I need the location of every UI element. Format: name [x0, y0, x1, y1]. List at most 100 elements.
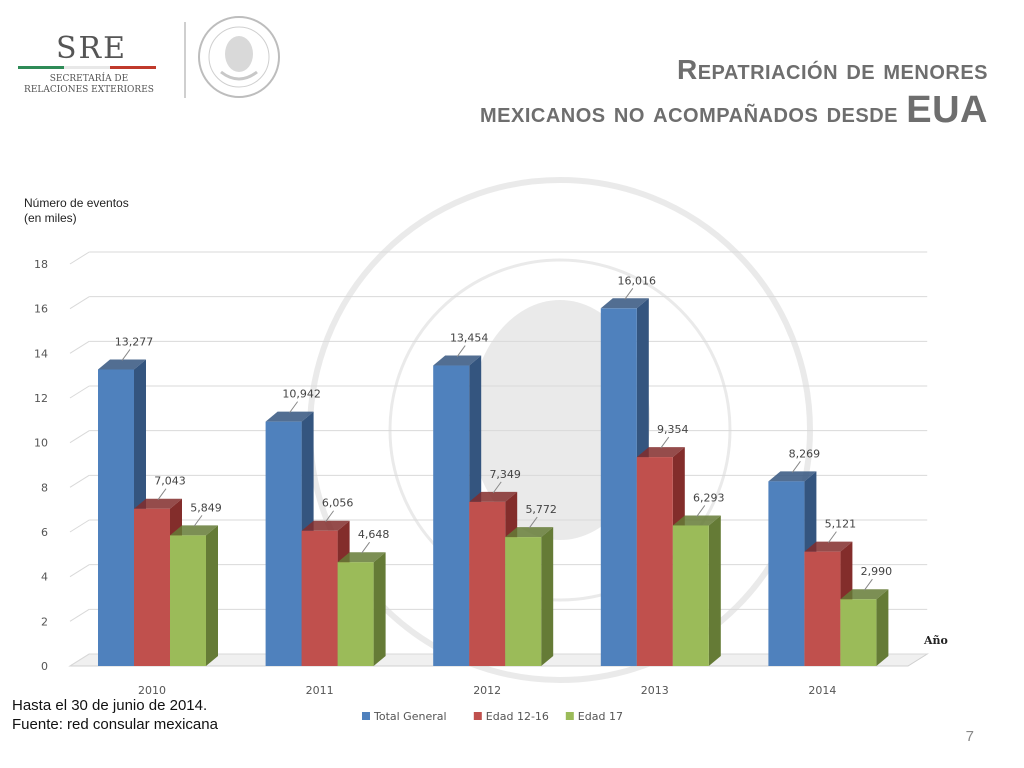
bar-top — [265, 411, 314, 422]
data-label-leader — [528, 516, 538, 529]
title-line-2: mexicanos no acompañados desde EUA — [480, 87, 988, 135]
data-label: 6,056 — [322, 497, 354, 510]
y-axis-unit-label: Número de eventos (en miles) — [24, 196, 129, 225]
y-tick-label: 0 — [41, 660, 48, 673]
logo-subtitle-1: SECRETARÍA DE — [50, 72, 128, 84]
bar — [505, 537, 542, 666]
x-axis-label: Año — [923, 634, 948, 647]
data-label-leader — [791, 461, 801, 473]
x-tick-label: 2014 — [808, 684, 836, 697]
bar-side — [373, 552, 386, 666]
bar-top — [636, 447, 685, 458]
data-label: 10,942 — [282, 388, 321, 401]
logo-stripe-green — [18, 66, 64, 69]
bar-top — [600, 298, 649, 309]
data-label-leader — [289, 401, 299, 413]
bar-top — [469, 491, 518, 502]
data-label: 13,277 — [115, 335, 154, 348]
bar-top — [170, 525, 218, 536]
logo-subtitle-2: RELACIONES EXTERIORES — [24, 85, 154, 95]
bar-side — [708, 515, 721, 666]
gridline-depth — [69, 564, 90, 578]
legend-swatch — [473, 712, 482, 720]
sre-logo: SRE SECRETARÍA DE RELACIONES EXTERIORES — [18, 31, 156, 95]
bar-top — [134, 498, 182, 509]
data-label-leader — [660, 436, 670, 449]
data-label-leader — [863, 578, 873, 591]
bar — [840, 599, 877, 666]
gridline-depth — [69, 430, 90, 444]
bar-top — [840, 589, 889, 600]
gridline-depth — [69, 296, 90, 310]
bar — [768, 481, 805, 666]
legend-swatch — [565, 712, 574, 720]
gridline-depth — [69, 340, 90, 354]
data-label-leader — [696, 505, 706, 517]
data-label: 5,849 — [190, 501, 222, 514]
data-label: 2,990 — [861, 565, 893, 578]
bar — [600, 308, 637, 666]
footnote: Hasta el 30 de junio de 2014. Fuente: re… — [12, 697, 218, 735]
y-tick-label: 8 — [41, 481, 48, 494]
legend-swatch — [362, 712, 370, 720]
y-tick-label: 4 — [41, 571, 48, 584]
data-label-leader — [193, 515, 203, 527]
bar-side — [876, 589, 889, 666]
data-label: 6,293 — [693, 491, 725, 504]
bar-top — [98, 359, 146, 370]
bar — [433, 365, 470, 666]
bar — [134, 508, 170, 666]
data-label-leader — [121, 349, 131, 361]
legend-item: Edad 17 — [578, 710, 623, 723]
logo-stripe-red — [110, 66, 156, 69]
national-seal-icon — [198, 16, 280, 98]
bar — [469, 501, 506, 666]
bar — [636, 457, 673, 666]
data-label: 7,349 — [489, 468, 521, 481]
bar — [265, 421, 302, 666]
page-number: 7 — [965, 728, 974, 745]
data-label-leader — [157, 488, 167, 501]
gridline-depth — [69, 653, 90, 667]
data-label: 16,016 — [618, 274, 657, 287]
data-label-leader — [456, 345, 466, 357]
x-tick-label: 2013 — [641, 684, 669, 697]
x-tick-label: 2011 — [306, 684, 334, 697]
bar — [672, 525, 709, 666]
data-label: 5,772 — [525, 503, 557, 516]
bar — [804, 551, 841, 666]
header-divider — [184, 22, 186, 98]
data-label-leader — [624, 288, 634, 300]
title-line-1: Repatriación de menores — [677, 54, 988, 85]
bar-top — [505, 527, 554, 538]
gridline-depth — [69, 251, 90, 265]
bar-top — [301, 520, 350, 531]
y-tick-label: 16 — [34, 303, 48, 316]
y-tick-label: 18 — [34, 258, 48, 271]
bar — [170, 535, 206, 666]
gridline-depth — [69, 519, 90, 533]
bar — [98, 369, 134, 666]
bar-top — [768, 471, 817, 482]
logo-text: SRE — [56, 31, 127, 66]
gridline-depth — [69, 385, 90, 399]
x-tick-label: 2010 — [138, 684, 166, 697]
legend-item: Total General — [373, 710, 447, 723]
y-tick-label: 12 — [34, 392, 48, 405]
page-title: Repatriación de menores mexicanos no aco… — [480, 52, 988, 135]
footnote-source: Fuente: red consular mexicana — [12, 715, 218, 733]
bar-side — [206, 525, 218, 666]
title-line-2-end: EUA — [906, 89, 988, 131]
data-label: 5,121 — [825, 518, 857, 531]
bar-top — [672, 515, 721, 526]
data-label: 8,269 — [789, 447, 821, 460]
bar-side — [541, 527, 554, 666]
data-label-leader — [827, 531, 837, 543]
bar-top — [433, 355, 482, 366]
bar-top — [804, 541, 853, 552]
title-line-2-main: mexicanos no acompañados desde — [479, 97, 898, 128]
y-tick-label: 6 — [41, 526, 48, 539]
y-tick-label: 10 — [34, 437, 48, 450]
data-label-leader — [492, 481, 502, 494]
